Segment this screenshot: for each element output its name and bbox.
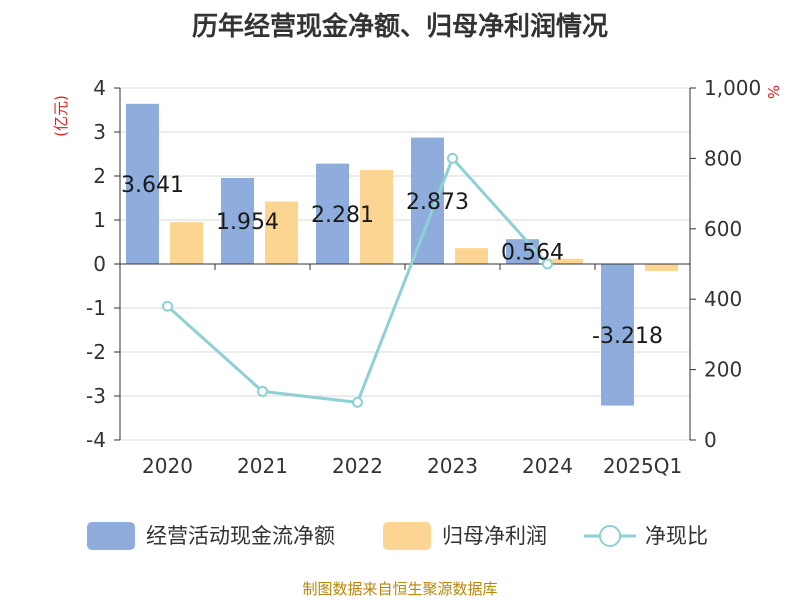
right-tick-label: 400 xyxy=(704,287,742,311)
gridlines xyxy=(120,87,690,441)
cashflow-bar xyxy=(411,137,444,264)
left-tick-label: -4 xyxy=(86,428,106,452)
cashflow-data-label: 3.641 xyxy=(121,173,184,198)
legend-swatch-cashflow xyxy=(87,522,135,550)
right-tick-label: 800 xyxy=(704,146,742,170)
bars xyxy=(126,103,678,406)
net-profit-bar xyxy=(360,169,393,264)
cashflow-bar xyxy=(506,239,539,264)
legend-swatch-profit xyxy=(383,522,431,550)
net-profit-bar xyxy=(170,222,203,264)
cashflow-data-label: 0.564 xyxy=(501,241,564,266)
x-tick-label: 2025Q1 xyxy=(603,454,682,478)
cashflow-bar xyxy=(316,163,349,264)
right-tick-label: 600 xyxy=(704,217,742,241)
right-tick-label: 200 xyxy=(704,358,742,382)
right-tick-label: 1,000 xyxy=(704,76,761,100)
left-tick-label: 1 xyxy=(93,208,106,232)
left-axis-unit: (亿元) xyxy=(52,95,70,137)
cashflow-data-label: 2.873 xyxy=(406,190,469,215)
ratio-line xyxy=(162,152,553,408)
data-labels: 3.641 1.954 2.281 2.873 0.564 -3.218 xyxy=(121,173,663,349)
source-note: 制图数据来自恒生聚源数据库 xyxy=(302,580,498,598)
cashflow-data-label: 1.954 xyxy=(216,210,279,235)
net-profit-bar xyxy=(550,258,583,264)
net-profit-bar xyxy=(265,201,298,264)
left-tick-label: 3 xyxy=(93,120,106,144)
left-tick-label: 4 xyxy=(93,76,106,100)
ratio-point xyxy=(352,396,363,408)
ratio-point xyxy=(257,385,268,397)
x-tick-label: 2023 xyxy=(427,454,478,478)
axes xyxy=(114,87,696,441)
ratio-point xyxy=(447,152,458,164)
ratio-point xyxy=(162,300,173,312)
net-profit-bar xyxy=(455,248,488,264)
legend-label-cashflow: 经营活动现金流净额 xyxy=(146,524,335,548)
cashflow-data-label: 2.281 xyxy=(311,203,374,228)
legend-label-profit: 归母净利润 xyxy=(442,524,547,548)
tick-labels: 4 3 2 1 0 -1 -2 -3 -4 0 200 400 600 800 1,000 2020 2021 2… xyxy=(52,76,782,478)
x-tick-label: 2022 xyxy=(332,454,383,478)
x-tick-label: 2020 xyxy=(142,454,193,478)
legend-label-ratio: 净现比 xyxy=(645,524,708,548)
x-tick-label: 2024 xyxy=(522,454,573,478)
cashflow-bar xyxy=(126,103,159,265)
left-tick-label: -1 xyxy=(86,296,106,320)
x-tick-label: 2021 xyxy=(237,454,288,478)
left-tick-label: 2 xyxy=(93,164,106,188)
right-tick-label: 0 xyxy=(704,428,717,452)
cashflow-bar xyxy=(601,264,634,406)
cashflow-data-label: -3.218 xyxy=(592,324,663,349)
left-tick-label: -2 xyxy=(86,340,106,364)
legend: 经营活动现金流净额 归母净利润 净现比 xyxy=(87,522,708,550)
net-profit-bar xyxy=(645,264,678,272)
ratio-point xyxy=(542,258,553,270)
left-tick-label: -3 xyxy=(86,384,106,408)
right-axis-unit: % xyxy=(764,85,782,99)
chart-title: 历年经营现金净额、归母净利润情况 xyxy=(191,12,608,42)
legend-marker-ratio xyxy=(599,525,621,547)
left-tick-label: 0 xyxy=(93,252,106,276)
cashflow-bar xyxy=(221,178,254,264)
